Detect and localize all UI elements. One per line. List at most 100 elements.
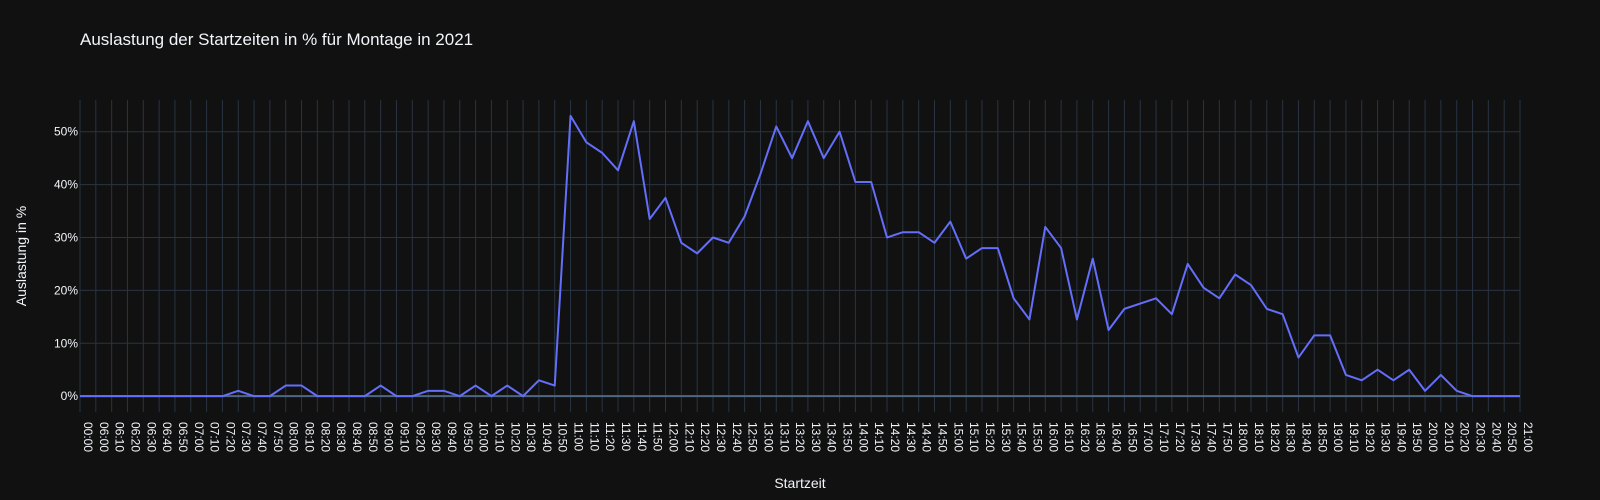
- horizontal-gridlines: [80, 131, 1520, 398]
- x-tick-label: 18:40: [1299, 422, 1313, 452]
- x-tick-label: 20:40: [1489, 422, 1503, 452]
- x-tick-label: 16:50: [1125, 422, 1139, 452]
- x-tick-label: 10:00: [477, 422, 491, 452]
- vertical-gridlines: [79, 100, 1521, 412]
- x-axis-ticks: 00:00 06:00 06:10 06:20 06:30 06:40 06:50 07:00…: [81, 422, 1535, 452]
- x-tick-label: 12:00: [666, 422, 680, 452]
- x-tick-label: 11:50: [651, 422, 665, 451]
- x-tick-label: 17:10: [1157, 422, 1171, 452]
- x-tick-label: 00:00: [81, 422, 95, 452]
- x-tick-label: 14:20: [888, 422, 902, 452]
- x-tick-label: 11:30: [619, 422, 633, 451]
- x-tick-label: 11:40: [635, 422, 649, 451]
- x-tick-label: 07:50: [271, 422, 285, 452]
- x-tick-label: 09:10: [397, 422, 411, 452]
- x-tick-label: 09:00: [382, 422, 396, 452]
- x-tick-label: 17:30: [1189, 422, 1203, 452]
- x-tick-label: 14:50: [936, 422, 950, 452]
- x-tick-label: 19:00: [1331, 422, 1345, 452]
- x-tick-label: 07:20: [223, 422, 237, 452]
- series-line: [80, 114, 1520, 398]
- x-tick-label: 15:30: [999, 422, 1013, 452]
- x-tick-label: 20:10: [1442, 422, 1456, 452]
- x-tick-label: 07:40: [255, 422, 269, 452]
- x-tick-label: 19:40: [1394, 422, 1408, 452]
- x-tick-label: 09:30: [429, 422, 443, 452]
- x-tick-label: 17:00: [1141, 422, 1155, 452]
- x-tick-label: 17:40: [1205, 422, 1219, 452]
- x-tick-label: 18:10: [1252, 422, 1266, 452]
- x-tick-label: 06:10: [113, 422, 127, 452]
- x-tick-label: 12:40: [730, 422, 744, 452]
- x-tick-label: 16:20: [1078, 422, 1092, 452]
- x-tick-label: 08:10: [303, 422, 317, 452]
- x-tick-label: 15:00: [951, 422, 965, 452]
- x-tick-label: 12:50: [746, 422, 760, 452]
- x-tick-label: 19:30: [1379, 422, 1393, 452]
- x-tick-label: 12:10: [682, 422, 696, 452]
- x-tick-label: 08:00: [287, 422, 301, 452]
- x-tick-label: 18:50: [1315, 422, 1329, 452]
- x-tick-label: 13:00: [761, 422, 775, 452]
- x-tick-label: 12:20: [698, 422, 712, 452]
- x-tick-label: 19:50: [1410, 422, 1424, 452]
- x-axis-title: Startzeit: [774, 475, 825, 491]
- x-tick-label: 06:30: [144, 422, 158, 452]
- x-tick-label: 08:20: [318, 422, 332, 452]
- x-tick-label: 08:50: [366, 422, 380, 452]
- x-tick-label: 12:30: [714, 422, 728, 452]
- x-tick-label: 16:00: [1046, 422, 1060, 452]
- x-tick-label: 09:20: [413, 422, 427, 452]
- x-tick-label: 14:30: [904, 422, 918, 452]
- x-tick-label: 20:00: [1426, 422, 1440, 452]
- x-tick-label: 20:20: [1458, 422, 1472, 452]
- x-tick-label: 16:30: [1094, 422, 1108, 452]
- y-tick-label: 10%: [54, 336, 78, 350]
- x-tick-label: 15:50: [1030, 422, 1044, 452]
- y-tick-label: 40%: [54, 178, 78, 192]
- x-tick-label: 08:40: [350, 422, 364, 452]
- x-tick-label: 10:50: [556, 422, 570, 452]
- y-tick-label: 0%: [61, 389, 79, 403]
- y-tick-label: 20%: [54, 283, 78, 297]
- x-tick-label: 10:40: [540, 422, 554, 452]
- x-tick-label: 07:30: [239, 422, 253, 452]
- x-tick-label: 15:40: [1015, 422, 1029, 452]
- x-tick-label: 10:10: [492, 422, 506, 452]
- x-tick-label: 19:20: [1363, 422, 1377, 452]
- x-tick-label: 18:20: [1268, 422, 1282, 452]
- x-tick-label: 16:10: [1062, 422, 1076, 452]
- x-tick-label: 11:00: [572, 422, 586, 451]
- x-tick-label: 06:20: [128, 422, 142, 452]
- x-tick-label: 19:10: [1347, 422, 1361, 452]
- x-tick-label: 13:10: [777, 422, 791, 452]
- x-tick-label: 07:00: [192, 422, 206, 452]
- x-tick-label: 17:50: [1220, 422, 1234, 452]
- chart-title: Auslastung der Startzeiten in % für Mont…: [80, 30, 474, 49]
- x-tick-label: 11:20: [603, 422, 617, 451]
- x-tick-label: 14:40: [920, 422, 934, 452]
- y-axis-title: Auslastung in %: [13, 206, 29, 306]
- x-tick-label: 13:20: [793, 422, 807, 452]
- x-tick-label: 14:10: [872, 422, 886, 452]
- x-tick-label: 17:20: [1173, 422, 1187, 452]
- x-tick-label: 18:30: [1284, 422, 1298, 452]
- x-tick-label: 20:30: [1474, 422, 1488, 452]
- x-tick-label: 09:50: [461, 422, 475, 452]
- x-tick-label: 10:30: [524, 422, 538, 452]
- x-tick-label: 15:20: [983, 422, 997, 452]
- x-tick-label: 21:00: [1521, 422, 1535, 452]
- y-tick-label: 30%: [54, 230, 78, 244]
- x-tick-label: 07:10: [208, 422, 222, 452]
- x-tick-label: 14:00: [856, 422, 870, 452]
- x-tick-label: 10:20: [508, 422, 522, 452]
- y-axis-ticks: 0% 10% 20% 30% 40% 50%: [54, 125, 78, 403]
- x-tick-label: 06:40: [160, 422, 174, 452]
- x-tick-label: 16:40: [1110, 422, 1124, 452]
- x-tick-label: 09:40: [445, 422, 459, 452]
- series-layer: [80, 114, 1520, 398]
- x-tick-label: 06:50: [176, 422, 190, 452]
- x-tick-label: 20:50: [1505, 422, 1519, 452]
- x-tick-label: 13:30: [809, 422, 823, 452]
